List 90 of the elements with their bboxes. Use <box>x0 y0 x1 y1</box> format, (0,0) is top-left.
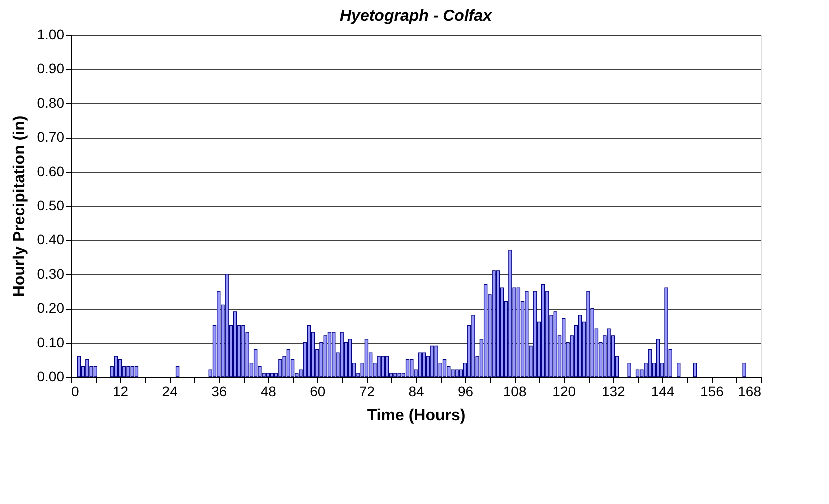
bar <box>340 332 344 378</box>
y-tick-label: 0.20 <box>37 300 65 316</box>
bar <box>677 362 681 378</box>
bar <box>410 360 414 378</box>
bar <box>254 349 258 378</box>
x-tick-label: 96 <box>458 384 474 400</box>
bar <box>377 356 381 378</box>
bar <box>266 373 270 378</box>
bar <box>533 291 537 378</box>
x-tick-label: 168 <box>738 384 762 400</box>
bar <box>742 362 746 378</box>
bar <box>664 288 668 378</box>
bar <box>278 360 282 378</box>
bar <box>525 291 529 378</box>
bar <box>607 328 611 378</box>
bar <box>398 373 402 378</box>
y-tick-label: 0.90 <box>37 60 65 77</box>
bar <box>541 284 546 378</box>
bar <box>225 274 229 378</box>
bar <box>364 339 369 378</box>
bar <box>434 346 438 378</box>
bar <box>328 332 332 378</box>
x-axis-title: Time (Hours) <box>367 408 466 424</box>
bar <box>442 360 447 378</box>
bar <box>394 373 398 378</box>
bar <box>406 360 410 378</box>
x-tick-label: 12 <box>112 384 129 400</box>
bar <box>516 288 521 378</box>
bar <box>385 356 390 378</box>
y-tick-label: 0.00 <box>37 368 65 384</box>
bar <box>126 366 130 378</box>
x-tick-label: 132 <box>602 384 626 400</box>
bar <box>508 250 512 378</box>
bar <box>348 339 352 378</box>
bar <box>430 346 434 378</box>
x-tick-label: 36 <box>212 384 228 400</box>
bar <box>242 325 246 378</box>
bar <box>77 356 82 378</box>
y-tick-label: 0.50 <box>37 198 65 214</box>
bar <box>134 366 139 378</box>
bar <box>496 270 500 378</box>
x-tick-label: 48 <box>260 384 277 400</box>
chart-title: Hyetograph - Colfax <box>340 8 494 25</box>
bar <box>562 318 566 378</box>
x-tick-label: 60 <box>310 384 326 400</box>
bar <box>628 362 632 378</box>
y-tick-label: 0.10 <box>37 334 65 350</box>
bar <box>381 356 385 378</box>
x-tick-label: 108 <box>503 384 527 400</box>
bar <box>656 339 660 378</box>
bar <box>307 325 312 378</box>
bar <box>554 312 558 378</box>
bar <box>586 291 590 378</box>
bar <box>455 370 459 378</box>
bar <box>176 366 180 378</box>
bar <box>693 362 698 378</box>
bar <box>286 349 291 378</box>
y-axis-title: Hourly Precipitation (in) <box>11 116 28 298</box>
y-tick-label: 0.60 <box>37 163 65 180</box>
bar <box>648 349 652 378</box>
x-tick-label: 120 <box>552 384 576 400</box>
x-tick-label: 156 <box>700 384 724 400</box>
y-tick-label: 1.00 <box>37 26 65 42</box>
x-tick-label: 24 <box>162 384 178 400</box>
bar <box>418 352 422 378</box>
bar <box>217 291 221 378</box>
bar <box>492 270 496 378</box>
bar <box>484 284 488 378</box>
bar <box>422 352 426 378</box>
x-tick-label: 0 <box>72 384 80 400</box>
y-tick-label: 0.70 <box>37 129 65 146</box>
y-tick-label: 0.30 <box>37 266 65 282</box>
x-tick-label: 144 <box>651 384 675 400</box>
bar <box>118 360 122 378</box>
bar <box>270 373 274 378</box>
bar <box>324 336 328 378</box>
bar <box>472 315 476 378</box>
x-tick-label: 72 <box>359 384 376 400</box>
y-tick-label: 0.80 <box>37 94 65 111</box>
bar <box>130 366 134 378</box>
bar <box>451 370 455 378</box>
y-tick-label: 0.40 <box>37 232 65 248</box>
bar <box>94 366 98 378</box>
bar <box>578 315 582 378</box>
bar <box>114 356 118 378</box>
bar <box>86 360 90 378</box>
bar <box>636 370 640 378</box>
bar <box>332 332 336 378</box>
x-tick-label: 84 <box>408 384 424 400</box>
bar <box>233 312 238 378</box>
